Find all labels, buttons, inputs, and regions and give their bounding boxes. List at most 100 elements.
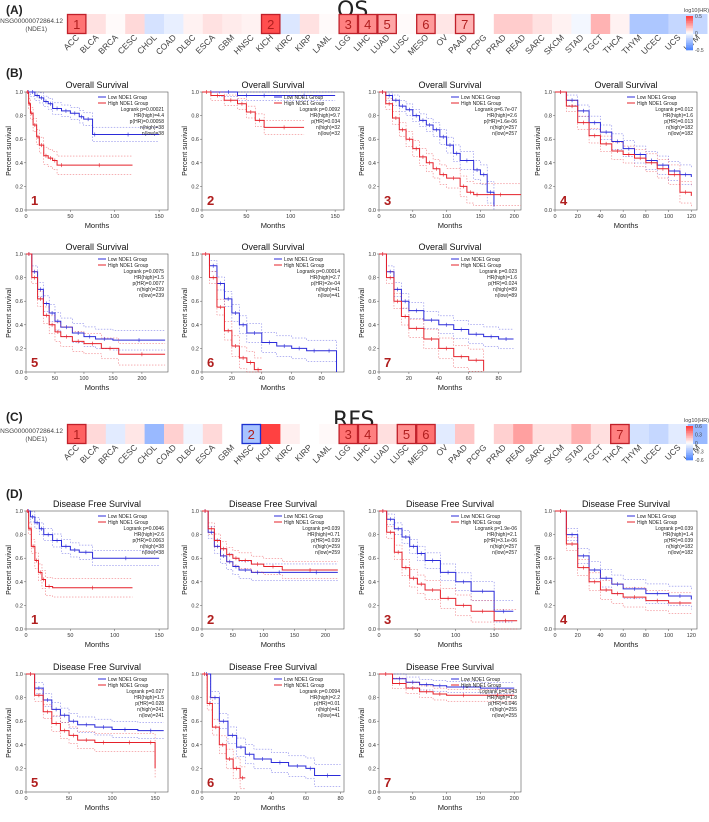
high-group-ci-upper: [202, 510, 338, 562]
y-tick-label: 0.2: [544, 184, 552, 190]
x-tick-label: 100: [107, 796, 116, 802]
x-tick-label: 200: [510, 796, 519, 802]
os-cancer-label: LUAD: [368, 32, 391, 55]
y-tick-label: 0.4: [368, 161, 376, 167]
rfs-legend-swatch: [686, 434, 693, 437]
low-group-ci-lower: [379, 91, 495, 210]
panel-number: 6: [207, 775, 214, 790]
y-tick-label: 1.0: [15, 509, 23, 515]
rfs-cancer-label: HNSC: [232, 442, 256, 466]
y-tick-label: 0.4: [191, 161, 199, 167]
os-legend-swatch: [686, 22, 693, 25]
os-highlight-box: [357, 13, 378, 35]
os-cancer-label: KIRP: [293, 32, 314, 53]
legend-label: Low NDE1 Group: [108, 95, 147, 101]
stat-text: n(low)=241: [139, 713, 164, 719]
os-cancer-label: LAML: [311, 32, 334, 55]
y-tick-label: 1.0: [15, 90, 23, 96]
legend-label: High NDE1 Group: [284, 520, 325, 526]
os-legend-title: log10(HR): [684, 8, 709, 14]
rfs-legend-swatch: [686, 446, 693, 449]
os-cell: [493, 14, 514, 34]
y-tick-label: 0.4: [191, 743, 199, 749]
rfs-gene-id: ENSG00000072864.12: [0, 428, 63, 435]
stat-text: n(low)=239: [139, 293, 164, 299]
panel-label-d: (D): [6, 487, 23, 501]
rfs-highlight-box: [396, 423, 417, 445]
high-group-survival-curve: [379, 91, 521, 196]
y-tick-label: 1.0: [191, 252, 199, 258]
panel-label-b: (B): [6, 66, 23, 80]
rfs-cancer-label: MESO: [406, 442, 431, 467]
os-cancer-label: UCEC: [639, 32, 663, 56]
legend-label: High NDE1 Group: [284, 263, 325, 269]
rfs-highlight-box: [66, 423, 87, 445]
stat-text: HR(high)=2.6: [487, 113, 517, 119]
high-group-ci-upper: [379, 253, 484, 360]
x-tick-label: 50: [67, 214, 73, 220]
y-tick-label: 1.0: [544, 90, 552, 96]
os-cell: [358, 14, 378, 34]
y-tick-label: 0.6: [544, 137, 552, 143]
stat-text: n(high)=239: [137, 287, 164, 293]
low-group-ci-lower: [26, 253, 166, 351]
y-tick-label: 0.8: [368, 696, 376, 702]
os-survival-plot-1: Overall Survival 0.0 0.2 0.4 0.6 0.8 1.0 0 50 100…: [6, 80, 169, 230]
x-tick-label: 200: [510, 214, 519, 220]
plot-title: Overall Survival: [241, 242, 304, 252]
stat-text: n(high)=41: [316, 287, 340, 293]
y-tick-label: 0.2: [15, 184, 23, 190]
stat-text: Logrank p=0.039: [655, 526, 693, 532]
rfs-legend-tick: 0.6: [695, 424, 702, 430]
y-tick-label: 0.0: [368, 627, 376, 633]
x-tick-label: 80: [319, 376, 325, 382]
stat-text: HR(high)=1.4: [663, 532, 693, 538]
stat-text: n(low)=257: [492, 131, 517, 137]
y-tick-label: 0.4: [15, 323, 23, 329]
plot-frame: [201, 91, 345, 211]
x-tick-label: 100: [664, 633, 673, 639]
x-axis-label: Months: [85, 383, 110, 392]
stat-text: n(high)=41: [316, 707, 340, 713]
os-legend-swatch: [686, 19, 693, 22]
low-group-ci-upper: [202, 253, 337, 361]
y-axis-label: Percent survival: [359, 545, 366, 595]
os-legend-swatch: [686, 46, 693, 49]
plot-frame: [378, 510, 522, 630]
plot-frame: [378, 253, 522, 373]
rfs-cell: [532, 424, 553, 444]
plot-title: Disease Free Survival: [53, 499, 141, 509]
x-tick-label: 0: [24, 214, 27, 220]
y-tick-label: 0.6: [368, 719, 376, 725]
y-axis-label: Percent survival: [6, 288, 13, 338]
plot-frame: [25, 673, 169, 793]
dfs-survival-plot-6: Disease Free Survival 0.0 0.2 0.4 0.6 0.8 1.0 0…: [182, 662, 345, 812]
rfs-cell: [649, 424, 669, 444]
rfs-legend-swatch: [686, 437, 693, 440]
y-tick-label: 0.2: [15, 603, 23, 609]
y-tick-label: 1.0: [368, 672, 376, 678]
rfs-cell: [261, 424, 281, 444]
os-highlight-number: 1: [73, 17, 80, 32]
stat-text: Logrank p=0.039: [302, 526, 340, 532]
stat-text: n(low)=89: [495, 293, 517, 299]
os-cell: [67, 14, 87, 34]
rfs-cancer-label: TGCT: [581, 442, 604, 465]
rfs-cell: [493, 424, 514, 444]
rfs-legend-swatch: [686, 451, 693, 454]
panel-number: 7: [384, 775, 391, 790]
dfs-survival-plot-7: Disease Free Survival 0.0 0.2 0.4 0.6 0.8 1.0 0…: [359, 662, 522, 812]
y-axis-label: Percent survival: [182, 545, 189, 595]
os-cell: [144, 14, 165, 34]
stat-text: p(HR)=3.1e-06: [484, 538, 517, 544]
high-group-survival-curve: [379, 253, 485, 371]
stat-text: n(high)=257: [490, 544, 517, 550]
stat-text: Logrank p=0.043: [479, 689, 517, 695]
os-legend-swatch: [686, 24, 693, 27]
os-highlight-box: [416, 13, 436, 35]
rfs-cancer-label: STAD: [563, 442, 586, 465]
rfs-cancer-label: THCA: [601, 442, 625, 466]
x-axis-label: Months: [614, 221, 639, 230]
os-cell: [86, 14, 107, 34]
x-tick-label: 0: [377, 376, 380, 382]
